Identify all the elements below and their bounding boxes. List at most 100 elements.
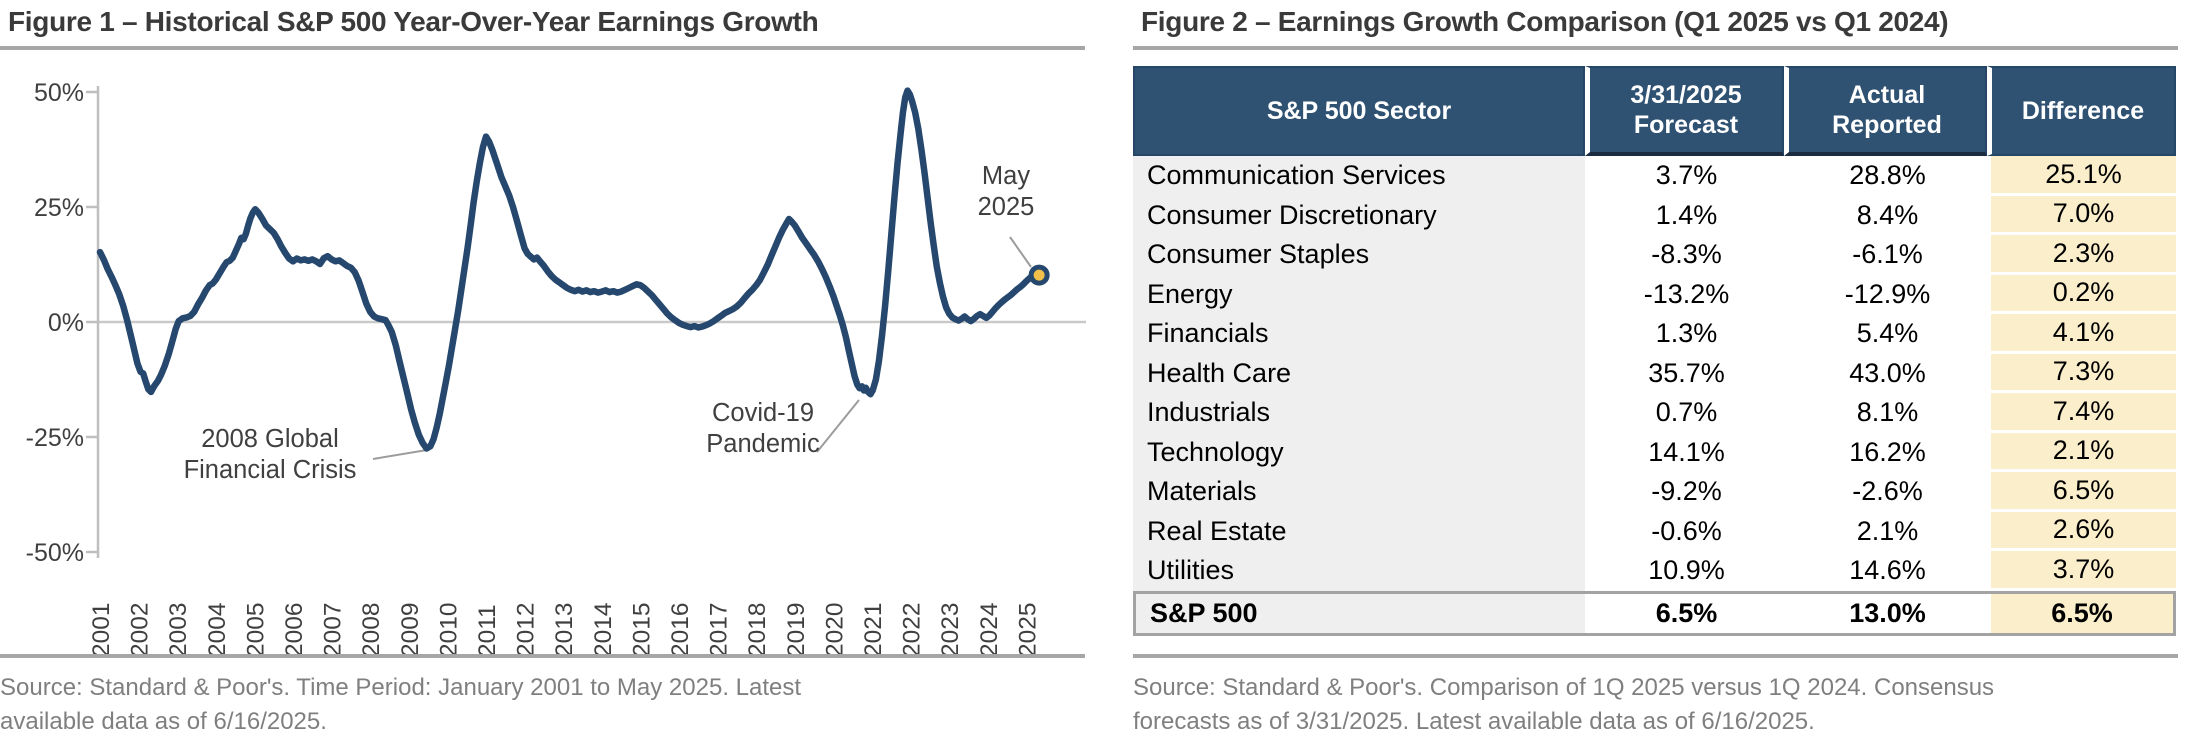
table-header-text: Actual	[1848, 81, 1926, 109]
sector-name-cell: Health Care	[1133, 353, 1585, 393]
x-tick-label: 2001	[88, 602, 115, 657]
table-row: Communication Services 3.7% 28.8% 25.1%	[1133, 156, 2176, 196]
table-header-text: 3/31/2025	[1630, 81, 1742, 109]
table-row: Financials 1.3% 5.4% 4.1%	[1133, 314, 2176, 354]
table-row: Materials -9.2% -2.6% 6.5%	[1133, 472, 2176, 512]
figure1-source-line-1: Source: Standard & Poor's. Time Period: …	[0, 674, 802, 701]
annotation-text-may: 2025	[978, 193, 1035, 221]
figure2-source-line-2: forecasts as of 3/31/2025. Latest availa…	[1133, 708, 1815, 735]
x-tick-label: 2006	[281, 602, 308, 657]
earnings-growth-chart: 50% 25% 0% -25% -50% 2001 2002 2003 2004 2005 2006…	[26, 79, 1086, 657]
figure1-source-line-2: available data as of 6/16/2025.	[0, 708, 327, 735]
sector-name-cell: Real Estate	[1133, 511, 1585, 551]
x-tick-label: 2003	[165, 602, 192, 657]
x-tick-label: 2017	[706, 602, 733, 657]
table-header-cell: S&P 500 Sector	[1133, 66, 1585, 156]
y-tick-label: 25%	[34, 194, 84, 222]
sector-name-cell: Consumer Discretionary	[1133, 195, 1585, 235]
value-cell: 2.1%	[1987, 432, 2176, 472]
x-tick-label: 2018	[744, 602, 771, 657]
x-tick-label: 2010	[435, 602, 462, 657]
value-cell: 3.7%	[1585, 156, 1784, 196]
value-cell: -6.1%	[1784, 235, 1987, 275]
value-cell: 28.8%	[1784, 156, 1987, 196]
x-tick-label: 2011	[474, 604, 501, 657]
value-cell: 14.6%	[1784, 551, 1987, 591]
value-cell: 1.4%	[1585, 195, 1784, 235]
value-cell: -12.9%	[1784, 274, 1987, 314]
table-header-text: S&P 500 Sector	[1266, 97, 1452, 125]
sp500-value-cell: 6.5%	[1987, 593, 2173, 633]
table-row: Energy -13.2% -12.9% 0.2%	[1133, 274, 2176, 314]
table-header-cell: Actual Reported	[1784, 66, 1987, 156]
sector-name-cell: Consumer Staples	[1133, 235, 1585, 275]
value-cell: 16.2%	[1784, 432, 1987, 472]
x-tick-label: 2022	[899, 602, 926, 657]
table-row: Consumer Staples -8.3% -6.1% 2.3%	[1133, 235, 2176, 275]
value-cell: 43.0%	[1784, 353, 1987, 393]
table-row: Utilities 10.9% 14.6% 3.7%	[1133, 551, 2176, 591]
value-cell: 6.5%	[1987, 472, 2176, 512]
figure2-title: Figure 2 – Earnings Growth Comparison (Q…	[1141, 6, 1949, 37]
earnings-line-series	[96, 87, 1043, 452]
figure1-source: Source: Standard & Poor's. Time Period: …	[0, 654, 1085, 739]
table-header-text: Reported	[1832, 111, 1942, 139]
sector-name-cell: Materials	[1133, 472, 1585, 512]
sector-name-cell: Communication Services	[1133, 156, 1585, 196]
value-cell: 0.7%	[1585, 393, 1784, 433]
sp500-value-cell: 6.5%	[1585, 593, 1784, 633]
table-row: Real Estate -0.6% 2.1% 2.6%	[1133, 511, 2176, 551]
y-tick-label: -25%	[26, 424, 84, 452]
value-cell: -0.6%	[1585, 511, 1784, 551]
x-tick-label: 2009	[397, 602, 424, 657]
value-cell: 5.4%	[1784, 314, 1987, 354]
sector-name-cell: Industrials	[1133, 393, 1585, 433]
x-tick-label: 2016	[667, 602, 694, 657]
table-row: Consumer Discretionary 1.4% 8.4% 7.0%	[1133, 195, 2176, 235]
value-cell: 0.2%	[1987, 274, 2176, 314]
x-tick-label: 2008	[358, 602, 385, 657]
sp500-label-cell: S&P 500	[1136, 593, 1585, 633]
x-tick-label: 2013	[551, 602, 578, 657]
table-header-cell: 3/31/2025 Forecast	[1585, 66, 1784, 156]
x-tick-label: 2023	[937, 602, 964, 657]
table-header-cell: Difference	[1987, 66, 2176, 156]
x-tick-label: 2012	[513, 602, 540, 657]
value-cell: 8.1%	[1784, 393, 1987, 433]
annotation-leader-may	[1009, 236, 1032, 268]
value-cell: 2.1%	[1784, 511, 1987, 551]
value-cell: 10.9%	[1585, 551, 1784, 591]
y-tick-label: 50%	[34, 79, 84, 107]
x-tick-label: 2007	[320, 602, 347, 657]
sector-name-cell: Energy	[1133, 274, 1585, 314]
x-tick-label: 2014	[590, 602, 617, 657]
figure2-title-rule	[1133, 46, 2178, 50]
figure1-panel: Figure 1 – Historical S&P 500 Year-Over-…	[0, 6, 1086, 739]
x-tick-label: 2020	[821, 602, 848, 657]
value-cell: 14.1%	[1585, 432, 1784, 472]
figure2-source: Source: Standard & Poor's. Comparison of…	[1133, 654, 2178, 739]
may-2025-marker	[1028, 264, 1050, 286]
annotation-text-may: May	[982, 162, 1030, 190]
table-header-text: Forecast	[1633, 111, 1739, 139]
table-row: Health Care 35.7% 43.0% 7.3%	[1133, 353, 2176, 393]
table-footer-row: S&P 500 6.5% 13.0% 6.5%	[1133, 590, 2176, 636]
x-tick-label: 2024	[976, 602, 1003, 657]
figure1-title-rule	[0, 46, 1085, 50]
sector-name-cell: Utilities	[1133, 551, 1585, 591]
sector-name-cell: Financials	[1133, 314, 1585, 354]
x-tick-label: 2004	[204, 602, 231, 657]
y-tick-label: 0%	[48, 309, 84, 337]
table-row: Industrials 0.7% 8.1% 7.4%	[1133, 393, 2176, 433]
value-cell: -9.2%	[1585, 472, 1784, 512]
x-tick-label: 2019	[783, 602, 810, 657]
value-cell: 7.3%	[1987, 353, 2176, 393]
value-cell: 2.3%	[1987, 235, 2176, 275]
sector-name-cell: Technology	[1133, 432, 1585, 472]
annotation-text-gfc: 2008 Global	[201, 425, 339, 453]
table-header-row: S&P 500 Sector 3/31/2025 Forecast Actual Rep…	[1133, 66, 2176, 156]
value-cell: 35.7%	[1585, 353, 1784, 393]
x-tick-label: 2021	[860, 602, 887, 657]
annotation-text-covid: Pandemic	[706, 430, 820, 458]
annotation-leader-covid	[816, 399, 860, 453]
